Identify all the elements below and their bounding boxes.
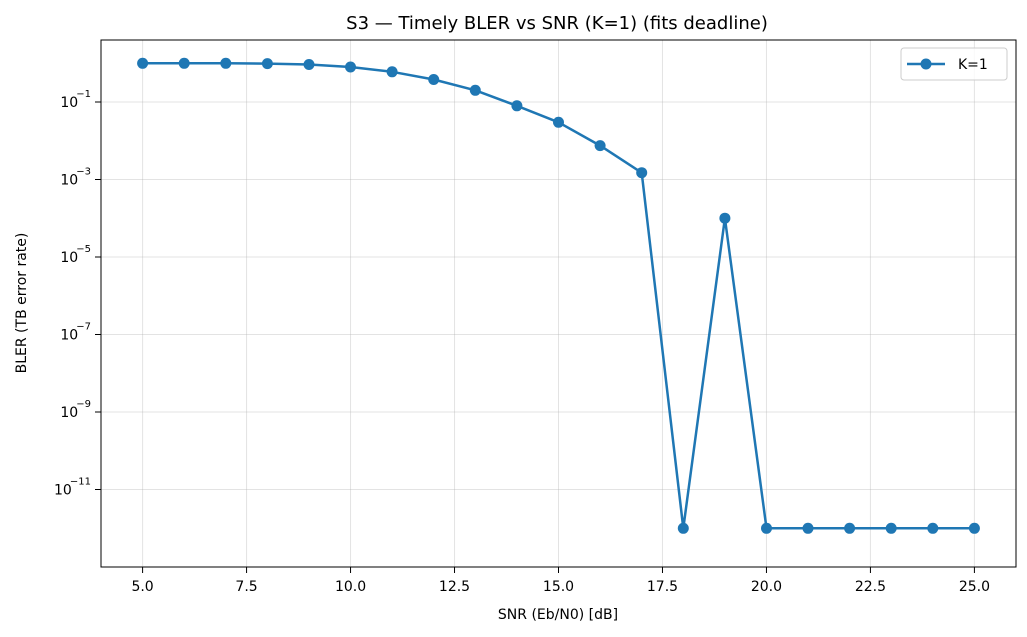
- x-axis-label: SNR (Eb/N0) [dB]: [498, 607, 618, 623]
- data-point: [594, 140, 606, 152]
- x-tick-label: 17.5: [647, 579, 678, 595]
- x-tick-label: 22.5: [855, 579, 886, 595]
- data-point: [469, 84, 481, 96]
- data-point: [511, 100, 523, 112]
- x-tick-label: 15.0: [543, 579, 574, 595]
- y-tick-power: −3: [76, 167, 91, 178]
- y-tick-power: −5: [76, 244, 91, 255]
- y-tick-base: 10: [60, 250, 78, 266]
- y-tick-base: 10: [60, 173, 78, 189]
- y-tick-power: −11: [70, 477, 91, 488]
- data-point: [927, 522, 939, 534]
- y-tick-base: 10: [60, 95, 78, 111]
- data-point: [261, 58, 273, 70]
- y-tick-base: 10: [54, 483, 72, 499]
- data-point: [386, 66, 398, 78]
- legend-marker-k1: [920, 58, 932, 70]
- y-tick-power: −1: [76, 89, 91, 100]
- data-point: [761, 522, 772, 534]
- legend: K=1: [900, 47, 1008, 81]
- y-tick-label: −710: [60, 322, 91, 344]
- x-tick-label: 7.5: [235, 579, 257, 595]
- x-axis-ticks: 5.0 7.5 10.0 12.5 15.0 17.5 20.0 22.5 25.0: [131, 567, 990, 595]
- grid-lines: [101, 40, 1016, 567]
- data-point: [345, 61, 356, 73]
- x-tick-label: 12.5: [439, 579, 470, 595]
- x-tick-label: 5.0: [131, 579, 153, 595]
- legend-box: [900, 47, 1008, 81]
- x-tick-label: 25.0: [959, 579, 990, 595]
- y-tick-label: −510: [60, 244, 91, 266]
- y-tick-base: 10: [60, 328, 78, 344]
- data-point: [137, 57, 149, 69]
- y-tick-base: 10: [60, 405, 78, 421]
- data-point: [677, 522, 689, 534]
- y-axis-label: BLER (TB error rate): [14, 233, 30, 374]
- y-tick-power: −9: [76, 399, 91, 410]
- chart-title: S3 — Timely BLER vs SNR (K=1) (fits dead…: [346, 13, 768, 34]
- y-tick-label: −310: [60, 167, 91, 189]
- data-point: [802, 522, 814, 534]
- data-point: [303, 59, 315, 70]
- legend-label-k1: K=1: [958, 57, 988, 73]
- data-point: [178, 57, 190, 69]
- data-point: [885, 522, 897, 534]
- x-tick-label: 20.0: [751, 579, 782, 595]
- data-point: [968, 522, 980, 534]
- series-group: [137, 57, 980, 534]
- data-point: [428, 74, 440, 85]
- data-point: [636, 167, 648, 179]
- data-point: [553, 116, 564, 128]
- data-point: [844, 522, 856, 534]
- y-tick-label: −110: [60, 89, 91, 111]
- data-point: [719, 212, 731, 224]
- y-tick-power: −7: [76, 322, 91, 333]
- data-point: [220, 57, 232, 69]
- x-tick-label: 10.0: [335, 579, 366, 595]
- y-tick-label: −910: [60, 399, 91, 421]
